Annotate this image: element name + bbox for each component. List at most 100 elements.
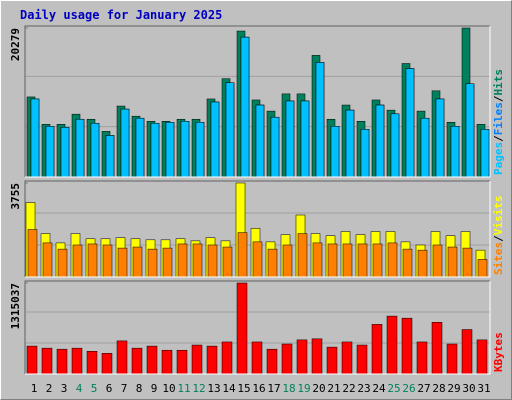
- x-tick-label: 14: [222, 382, 236, 395]
- bar: [341, 341, 353, 375]
- bar: [330, 126, 340, 178]
- bar: [236, 282, 248, 375]
- bar: [356, 344, 368, 375]
- bar: [371, 324, 383, 375]
- plot-border-dark: [24, 280, 490, 374]
- x-tick-label: 19: [297, 382, 310, 395]
- bar: [431, 322, 443, 375]
- bar: [251, 341, 263, 375]
- plot-border-light: [25, 26, 491, 178]
- bar: [105, 135, 115, 178]
- bar: [326, 346, 338, 375]
- bar: [461, 329, 473, 375]
- bar: [390, 113, 400, 178]
- plot-border-light: [25, 281, 491, 375]
- bar: [405, 68, 415, 178]
- x-tick-label: 9: [151, 382, 158, 395]
- bar: [432, 244, 443, 278]
- x-tick-label: 18: [282, 382, 295, 395]
- bar: [165, 122, 175, 178]
- bar: [161, 349, 173, 375]
- legend: Pages/Files/Hits: [492, 69, 505, 175]
- bar: [132, 246, 143, 278]
- bar: [285, 100, 295, 178]
- x-tick-label: 28: [432, 382, 445, 395]
- x-tick-label: 11: [177, 382, 190, 395]
- bar: [90, 123, 100, 178]
- bar: [480, 129, 490, 178]
- bar: [26, 345, 38, 375]
- plot-border-dark: [24, 180, 490, 277]
- bar: [416, 341, 428, 375]
- x-tick-label: 25: [387, 382, 400, 395]
- bar: [135, 117, 145, 178]
- x-tick-label: 10: [162, 382, 175, 395]
- x-tick-label: 16: [252, 382, 265, 395]
- bar: [72, 244, 83, 278]
- bar: [300, 100, 310, 178]
- bar: [210, 101, 220, 178]
- bar: [237, 232, 248, 278]
- bar: [465, 83, 475, 178]
- bar: [267, 248, 278, 278]
- x-tick-label: 29: [447, 382, 460, 395]
- x-tick-label: 8: [136, 382, 143, 395]
- y-tick-label: 3755: [9, 183, 22, 210]
- x-tick-label: 7: [121, 382, 128, 395]
- bar: [192, 243, 203, 278]
- bar: [150, 123, 160, 178]
- x-tick-label: 13: [207, 382, 220, 395]
- x-tick-label: 24: [372, 382, 386, 395]
- bar: [57, 248, 68, 278]
- x-tick-label: 3: [61, 382, 68, 395]
- bar: [101, 353, 113, 375]
- legend-entry: KBytes: [492, 332, 505, 372]
- x-tick-label: 23: [357, 382, 370, 395]
- legend-separator: /: [492, 135, 505, 142]
- bar: [87, 243, 98, 278]
- bar: [297, 233, 308, 278]
- bar: [162, 247, 173, 278]
- x-tick-label: 31: [477, 382, 490, 395]
- bar: [476, 339, 488, 375]
- x-tick-label: 20: [312, 382, 325, 395]
- bar: [477, 259, 488, 278]
- bar: [42, 242, 53, 278]
- bar: [311, 338, 323, 375]
- bar: [315, 62, 325, 178]
- bar: [191, 344, 203, 375]
- bar: [270, 116, 280, 178]
- bar: [357, 243, 368, 278]
- bar: [221, 341, 233, 375]
- bar: [375, 104, 385, 178]
- bar: [56, 348, 68, 375]
- x-tick-label: 4: [76, 382, 83, 395]
- bar: [60, 127, 70, 178]
- bar: [177, 243, 188, 278]
- bar: [255, 104, 265, 178]
- bar: [462, 247, 473, 278]
- bar: [345, 109, 355, 178]
- bar: [387, 242, 398, 278]
- bar: [30, 98, 40, 178]
- bar: [180, 121, 190, 178]
- y-tick-label: 1315037: [9, 283, 22, 329]
- bar: [447, 246, 458, 278]
- legend-entry: Files: [492, 102, 505, 135]
- bar: [131, 347, 143, 375]
- x-tick-label: 15: [237, 382, 250, 395]
- bar: [207, 244, 218, 278]
- bar: [281, 343, 293, 375]
- bar: [240, 36, 250, 178]
- bar: [252, 241, 263, 278]
- bar: [27, 229, 38, 278]
- bar: [102, 244, 113, 278]
- x-tick-label: 2: [46, 382, 53, 395]
- x-tick-label: 26: [402, 382, 415, 395]
- bar: [446, 343, 458, 375]
- legend-entry: Hits: [492, 69, 505, 96]
- bar: [266, 348, 278, 375]
- bar: [120, 108, 130, 178]
